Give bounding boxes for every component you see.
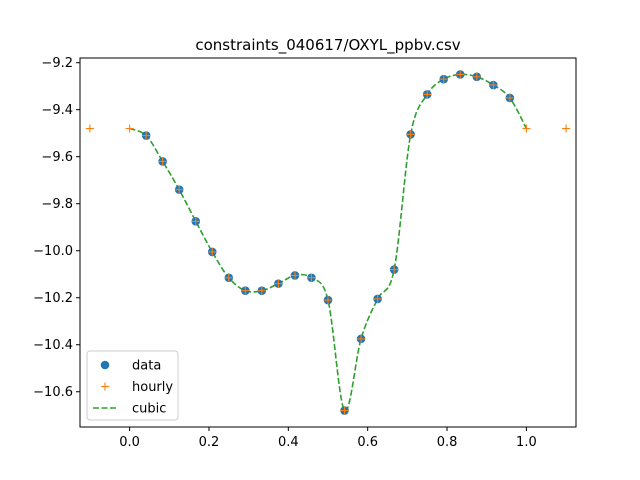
x-tick-label: 1.0 xyxy=(516,435,537,450)
legend-entry: hourly xyxy=(101,380,173,395)
legend-entry: data xyxy=(100,359,161,374)
hourly-point xyxy=(241,286,250,295)
hourly-point xyxy=(472,72,481,81)
hourly-point xyxy=(224,273,233,282)
x-tick-label: 0.2 xyxy=(199,435,220,450)
hourly-point xyxy=(373,294,382,303)
y-tick-label: −9.8 xyxy=(41,197,73,212)
hourly-point xyxy=(522,124,531,133)
hourly-point xyxy=(307,273,316,282)
chart-title: constraints_040617/OXYL_ppbv.csv xyxy=(195,36,460,55)
hourly-point xyxy=(423,90,432,99)
x-tick-label: 0.8 xyxy=(437,435,458,450)
hourly-point xyxy=(158,157,167,166)
y-tick-label: −10.6 xyxy=(33,385,73,400)
hourly-point xyxy=(125,124,134,133)
hourly-point xyxy=(390,265,399,274)
hourly-point xyxy=(489,81,498,90)
hourly-point xyxy=(85,124,94,133)
y-tick-label: −10.0 xyxy=(33,244,73,259)
hourly-point xyxy=(142,131,151,140)
hourly-point xyxy=(324,296,332,305)
hourly-point xyxy=(406,130,415,139)
hourly-point xyxy=(357,334,366,343)
legend-label: hourly xyxy=(132,380,173,395)
legend-label: data xyxy=(132,359,161,374)
y-tick-label: −10.4 xyxy=(33,338,73,353)
hourly-point xyxy=(257,286,266,295)
legend-marker-circle xyxy=(100,360,110,370)
legend-label: cubic xyxy=(132,402,166,417)
x-tick-label: 0.4 xyxy=(278,435,299,450)
hourly-point xyxy=(290,271,299,280)
axes: 0.0 0.2 0.4 0.6 0.8 1.0 −9.2 −9.4 −9.6 −9.8 −10.0 −… xyxy=(33,56,577,450)
hourly-point xyxy=(562,124,571,133)
legend-box xyxy=(86,350,179,421)
y-tick-label: −9.2 xyxy=(41,56,73,71)
hourly-point xyxy=(456,70,465,79)
hourly-point xyxy=(208,247,217,256)
hourly-point xyxy=(505,93,514,102)
legend-entry: cubic xyxy=(93,402,166,417)
x-tick-label: 0.6 xyxy=(357,435,378,450)
hourly-point xyxy=(191,217,200,226)
hourly-point xyxy=(274,279,283,288)
y-tick-label: −9.4 xyxy=(41,103,73,118)
plot-area xyxy=(85,70,571,415)
hourly-point xyxy=(175,185,184,194)
hourly-point xyxy=(439,75,448,84)
axes-frame xyxy=(79,57,577,428)
y-tick-label: −10.2 xyxy=(33,291,73,306)
x-tick-label: 0.0 xyxy=(119,435,140,450)
hourly-point xyxy=(340,406,349,415)
y-tick-label: −9.6 xyxy=(41,150,73,165)
legend: data hourly cubic xyxy=(86,350,179,421)
